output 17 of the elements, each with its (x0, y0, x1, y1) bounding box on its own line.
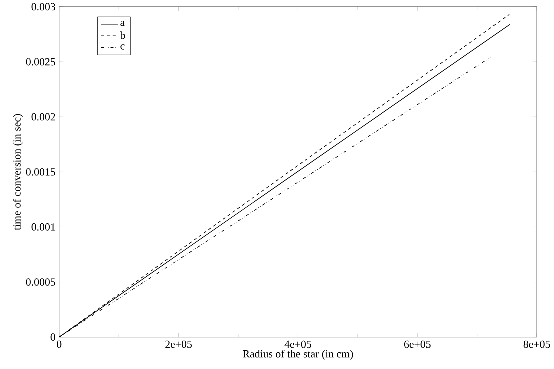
y-tick-label: 0 (50, 334, 56, 342)
x-tick-label: 6e+05 (404, 340, 431, 348)
y-tick-label: 0.0005 (26, 278, 56, 286)
legend-label: b (120, 32, 126, 40)
legend-label: c (120, 44, 125, 50)
x-tick-label: 2e+05 (166, 340, 192, 348)
y-tick-label: 0.0025 (26, 58, 56, 66)
x-tick-label: 8e+05 (524, 340, 550, 348)
x-tick-label: 0 (57, 340, 62, 348)
y-tick-label: 0.002 (32, 113, 56, 121)
y-tick-label: 0.001 (32, 224, 56, 231)
y-axis-title: time of conversion (in sec) (13, 114, 24, 230)
y-tick-label: 0.003 (32, 3, 56, 11)
y-tick-label: 0.0015 (26, 168, 56, 176)
x-axis-title: Radius of the star (in cm) (243, 350, 354, 360)
x-tick-label: 4e+05 (284, 340, 312, 348)
legend-label: a (120, 21, 125, 26)
